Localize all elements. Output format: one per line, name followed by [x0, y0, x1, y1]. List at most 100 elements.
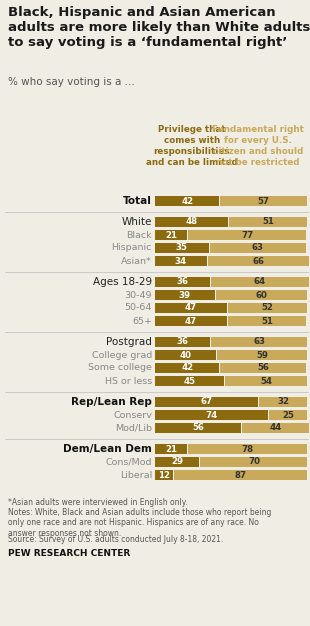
Text: Some college: Some college	[88, 364, 152, 372]
Bar	[188, 444, 308, 454]
Bar	[155, 290, 215, 300]
Bar	[155, 243, 209, 253]
Text: 63: 63	[252, 244, 264, 252]
Bar	[259, 397, 308, 407]
Text: 48: 48	[186, 217, 198, 227]
Bar	[225, 376, 308, 386]
Bar	[174, 470, 308, 480]
Text: 25: 25	[282, 411, 294, 419]
Bar	[211, 337, 308, 347]
Text: College grad: College grad	[92, 351, 152, 359]
Bar	[242, 423, 309, 433]
Text: 57: 57	[258, 197, 270, 205]
Text: Source: Survey of U.S. adults conducted July 8-18, 2021.: Source: Survey of U.S. adults conducted …	[8, 535, 223, 544]
Bar	[220, 363, 306, 373]
Bar	[155, 470, 173, 480]
Text: 67: 67	[200, 398, 212, 406]
Text: Asian*: Asian*	[121, 257, 152, 265]
Bar	[210, 243, 306, 253]
Text: 74: 74	[206, 411, 218, 419]
Text: Dem/Lean Dem: Dem/Lean Dem	[63, 444, 152, 454]
Text: 36: 36	[176, 337, 188, 347]
Text: 51: 51	[261, 317, 273, 326]
Text: 87: 87	[235, 471, 247, 480]
Text: 40: 40	[179, 351, 192, 359]
Text: 50-64: 50-64	[125, 304, 152, 312]
Text: 65+: 65+	[132, 317, 152, 326]
Text: 30-49: 30-49	[125, 290, 152, 299]
Text: Liberal: Liberal	[120, 471, 152, 480]
Text: 47: 47	[185, 304, 197, 312]
Text: 70: 70	[248, 458, 260, 466]
Text: % who say voting is a ...: % who say voting is a ...	[8, 77, 135, 87]
Text: 36: 36	[176, 277, 188, 287]
Bar	[228, 316, 306, 326]
Text: 77: 77	[241, 230, 253, 240]
Bar	[216, 290, 308, 300]
Text: 29: 29	[171, 458, 183, 466]
Bar	[200, 457, 308, 467]
Text: 35: 35	[176, 244, 188, 252]
Text: 47: 47	[185, 317, 197, 326]
Text: White: White	[122, 217, 152, 227]
Text: 63: 63	[253, 337, 265, 347]
Text: Fundamental right
for every U.S.
citizen and should
not be restricted: Fundamental right for every U.S. citizen…	[212, 125, 304, 167]
Bar	[155, 397, 258, 407]
Text: Ages 18-29: Ages 18-29	[93, 277, 152, 287]
Text: 34: 34	[175, 257, 187, 265]
Text: 54: 54	[260, 376, 272, 386]
Text: 21: 21	[165, 230, 177, 240]
Bar	[155, 256, 207, 266]
Text: 59: 59	[256, 351, 268, 359]
Text: 51: 51	[263, 217, 274, 227]
Text: 39: 39	[179, 290, 191, 299]
Text: 21: 21	[165, 444, 177, 453]
Text: 12: 12	[158, 471, 170, 480]
Text: 52: 52	[262, 304, 274, 312]
Bar	[188, 230, 306, 240]
Bar	[155, 217, 228, 227]
Text: 56: 56	[257, 364, 269, 372]
Bar	[155, 337, 210, 347]
Bar	[155, 303, 227, 313]
Bar	[217, 350, 308, 360]
Bar	[155, 376, 224, 386]
Bar	[269, 410, 308, 420]
Bar	[208, 256, 309, 266]
Text: Hispanic: Hispanic	[112, 244, 152, 252]
Text: Privilege that
comes with
responsibilities
and can be limited: Privilege that comes with responsibiliti…	[146, 125, 238, 167]
Bar	[155, 350, 216, 360]
Text: 42: 42	[181, 197, 193, 205]
Text: 56: 56	[192, 424, 204, 433]
Bar	[229, 217, 308, 227]
Bar	[155, 363, 219, 373]
Text: PEW RESEARCH CENTER: PEW RESEARCH CENTER	[8, 549, 130, 558]
Text: Cons/Mod: Cons/Mod	[105, 458, 152, 466]
Bar	[155, 196, 219, 206]
Text: *Asian adults were interviewed in English only.: *Asian adults were interviewed in Englis…	[8, 498, 188, 507]
Bar	[155, 457, 199, 467]
Bar	[211, 277, 309, 287]
Bar	[155, 444, 187, 454]
Text: 45: 45	[184, 376, 195, 386]
Text: Mod/Lib: Mod/Lib	[115, 424, 152, 433]
Text: Notes: White, Black and Asian adults include those who report being
only one rac: Notes: White, Black and Asian adults inc…	[8, 508, 271, 538]
Bar	[155, 316, 227, 326]
Text: Black, Hispanic and Asian American
adults are more likely than White adults
to s: Black, Hispanic and Asian American adult…	[8, 6, 310, 49]
Text: Conserv: Conserv	[113, 411, 152, 419]
Bar	[155, 423, 241, 433]
Bar	[155, 230, 187, 240]
Bar	[155, 410, 268, 420]
Text: Postgrad: Postgrad	[106, 337, 152, 347]
Text: 60: 60	[256, 290, 268, 299]
Text: Black: Black	[126, 230, 152, 240]
Text: HS or less: HS or less	[105, 376, 152, 386]
Text: 44: 44	[269, 424, 281, 433]
Text: 32: 32	[277, 398, 289, 406]
Bar	[220, 196, 308, 206]
Text: 42: 42	[181, 364, 193, 372]
Text: Total: Total	[123, 196, 152, 206]
Bar	[155, 277, 210, 287]
Bar	[228, 303, 308, 313]
Text: 66: 66	[253, 257, 264, 265]
